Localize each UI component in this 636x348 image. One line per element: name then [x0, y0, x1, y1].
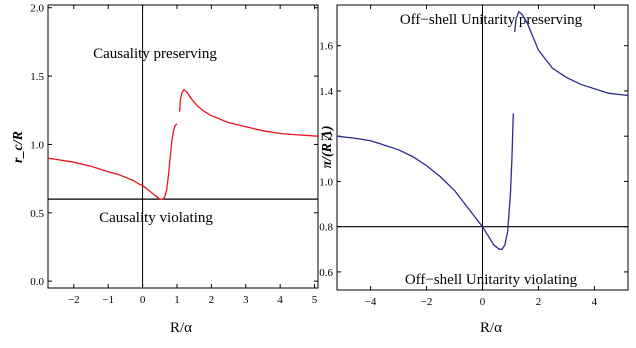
panel-unitarity: Off−shell Unitarity preserving Off−shell…	[319, 4, 629, 336]
x-tick-label: −1	[102, 294, 114, 306]
annotation-violating: Causality violating	[99, 210, 213, 226]
y-tick-label: 0.5	[30, 208, 44, 220]
x-tick-label: −2	[68, 294, 80, 306]
annotation-preserving: Causality preserving	[93, 46, 217, 62]
x-tick-label: 2	[209, 294, 215, 306]
x-tick-label: 2	[536, 296, 542, 308]
y-tick-label: 1.0	[319, 176, 333, 188]
x-axis-label: R/α	[170, 320, 192, 336]
y-tick-label: 1.2	[319, 131, 333, 143]
x-tick-label: 0	[480, 296, 486, 308]
x-tick-label: 5	[312, 294, 318, 306]
x-tick-label: −2	[421, 296, 433, 308]
x-tick-label: 4	[592, 296, 598, 308]
x-tick-label: 0	[140, 294, 146, 306]
y-tick-label: 1.4	[319, 86, 333, 98]
x-tick-label: 3	[243, 294, 249, 306]
x-tick-label: −4	[365, 296, 377, 308]
y-axis-label: r_c/R	[11, 131, 26, 163]
y-tick-label: 2.0	[30, 3, 44, 15]
y-tick-label: 1.0	[30, 139, 44, 151]
series-line-segment-1	[47, 123, 178, 200]
annotation-violating: Off−shell Unitarity violating	[405, 272, 578, 288]
panel-causality: Causality preserving Causality violating…	[11, 3, 319, 336]
y-tick-label: 1.5	[30, 71, 44, 83]
x-axis-label: R/α	[480, 320, 502, 336]
plot-frame	[47, 4, 319, 289]
series-line-segment-2	[514, 10, 629, 97]
y-axis-label: π/(R Λ)	[320, 125, 335, 168]
y-tick-label: 0.6	[319, 267, 333, 279]
series-line-segment-1	[336, 113, 514, 250]
x-tick-label: 1	[174, 294, 180, 306]
y-tick-label: 0.0	[30, 276, 44, 288]
annotation-preserving: Off−shell Unitarity preserving	[400, 12, 583, 28]
y-tick-label: 0.8	[319, 222, 333, 234]
x-tick-label: 4	[277, 294, 283, 306]
series-line-segment-2	[179, 88, 319, 137]
y-tick-label: 1.6	[319, 41, 333, 53]
